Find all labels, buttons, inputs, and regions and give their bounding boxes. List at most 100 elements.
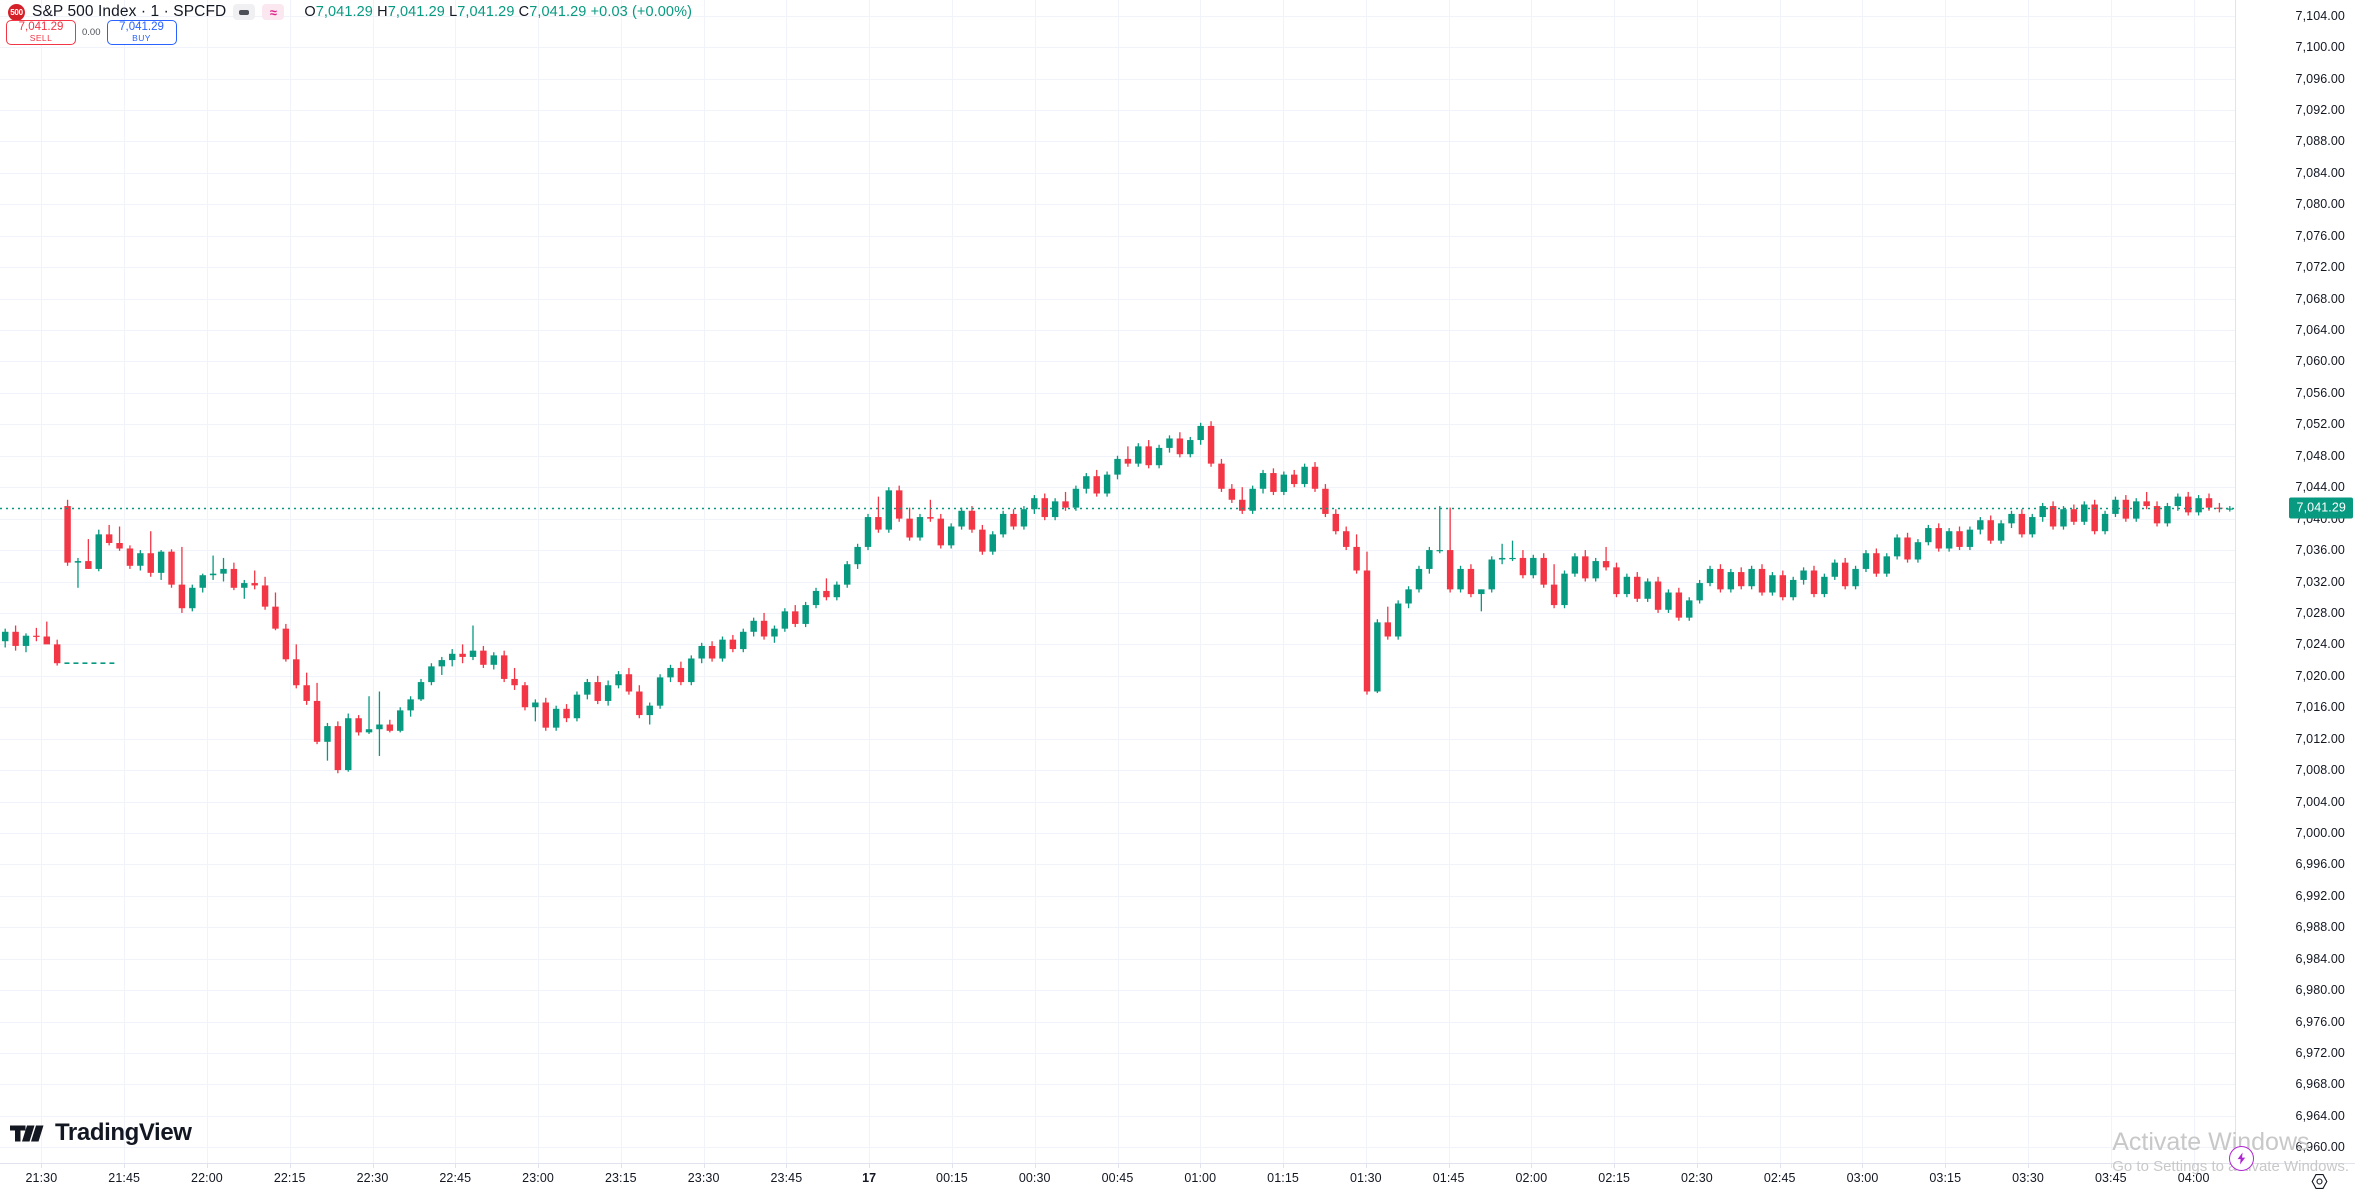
- close-value: 7,041.29: [529, 4, 587, 20]
- price-tick: 7,068.00: [2295, 291, 2345, 306]
- price-tick: 7,052.00: [2295, 417, 2345, 432]
- time-tick: 21:45: [108, 1171, 141, 1185]
- time-tick: 22:45: [439, 1171, 472, 1185]
- price-tick: 6,984.00: [2295, 951, 2345, 966]
- time-tick: 00:45: [1101, 1171, 1134, 1185]
- time-tick: 01:45: [1432, 1171, 1465, 1185]
- price-tick: 7,016.00: [2295, 700, 2345, 715]
- price-tick: 7,096.00: [2295, 71, 2345, 86]
- price-tick: 7,076.00: [2295, 228, 2345, 243]
- time-tick: 03:45: [2094, 1171, 2127, 1185]
- time-tick-mark: [621, 1163, 622, 1168]
- time-tick-mark: [1035, 1163, 1036, 1168]
- price-tick: 7,092.00: [2295, 103, 2345, 117]
- time-tick: 17: [862, 1171, 877, 1185]
- tradingview-mark-icon: [10, 1125, 44, 1141]
- time-tick-mark: [786, 1163, 787, 1168]
- high-value: 7,041.29: [387, 4, 445, 20]
- low-value: 7,041.29: [457, 4, 515, 20]
- price-tick: 7,008.00: [2295, 763, 2345, 778]
- buy-price: 7,041.29: [119, 21, 164, 34]
- bar-glyph: [239, 9, 250, 15]
- change-value: +0.03: [590, 4, 628, 20]
- chart-legend: 500 S&P 500 Index · 1 · SPCFD ≈ O7,041.2…: [8, 3, 692, 21]
- lightning-bolt-icon[interactable]: [2229, 1146, 2254, 1171]
- eye-glyph: [2311, 1173, 2327, 1189]
- price-tick: 6,976.00: [2295, 1014, 2345, 1029]
- price-tick: 6,972.00: [2295, 1045, 2345, 1060]
- time-tick-mark: [1531, 1163, 1532, 1168]
- current-price-badge: 7,041.29: [2288, 497, 2353, 519]
- price-axis[interactable]: 7,104.00 7,100.00 7,096.00 7,092.00 7,088.00…: [2235, 0, 2355, 1163]
- time-tick: 02:15: [1598, 1171, 1631, 1185]
- price-axis-divider: [2235, 0, 2236, 1163]
- time-tick-mark: [41, 1163, 42, 1168]
- time-tick: 23:30: [687, 1171, 720, 1185]
- price-tick: 7,044.00: [2295, 480, 2345, 495]
- high-label: H: [377, 4, 388, 20]
- time-tick: 22:00: [191, 1171, 223, 1185]
- bar-style-icon[interactable]: [233, 4, 256, 20]
- time-tick: 00:15: [936, 1171, 968, 1185]
- low-label: L: [449, 4, 458, 20]
- price-tick: 7,004.00: [2295, 794, 2345, 809]
- price-tick: 7,020.00: [2295, 668, 2345, 683]
- symbol-title[interactable]: S&P 500 Index · 1 · SPCFD: [32, 3, 227, 20]
- sell-label: SELL: [29, 33, 53, 44]
- time-tick: 23:00: [522, 1171, 554, 1185]
- price-tick: 6,964.00: [2295, 1108, 2345, 1123]
- price-tick: 7,048.00: [2295, 448, 2345, 463]
- price-tick: 6,996.00: [2295, 857, 2345, 872]
- price-tick: 7,056.00: [2295, 385, 2345, 400]
- time-tick-mark: [290, 1163, 291, 1168]
- buy-label: BUY: [132, 33, 151, 44]
- time-tick-mark: [1449, 1163, 1450, 1168]
- open-value: 7,041.29: [315, 4, 373, 20]
- time-tick: 01:00: [1184, 1171, 1217, 1185]
- time-tick-mark: [455, 1163, 456, 1168]
- time-tick-mark: [373, 1163, 374, 1168]
- time-tick: 02:00: [1515, 1171, 1548, 1185]
- time-tick: 01:15: [1267, 1171, 1299, 1185]
- tradingview-logo: TradingView: [10, 1119, 192, 1147]
- price-tick: 7,028.00: [2295, 605, 2345, 620]
- price-tick: 7,088.00: [2295, 134, 2345, 149]
- price-tick: 7,024.00: [2295, 637, 2345, 652]
- buy-button[interactable]: 7,041.29 BUY: [106, 20, 177, 45]
- time-tick-mark: [1945, 1163, 1946, 1168]
- price-tick: 6,968.00: [2295, 1077, 2345, 1092]
- time-tick-mark: [124, 1163, 125, 1168]
- time-tick-mark: [2194, 1163, 2195, 1168]
- price-tick: 7,084.00: [2295, 165, 2345, 180]
- price-tick: 6,992.00: [2295, 888, 2345, 903]
- price-tick: 7,104.00: [2295, 8, 2345, 23]
- price-tick: 7,000.00: [2295, 825, 2345, 840]
- price-tick: 6,960.00: [2295, 1140, 2345, 1155]
- spread-value: 0.00: [82, 27, 101, 38]
- ohlc-values: O7,041.29 H7,041.29 L7,041.29 C7,041.29 …: [304, 4, 692, 20]
- time-tick: 23:45: [770, 1171, 803, 1185]
- time-tick-mark: [1200, 1163, 1201, 1168]
- chart-gridlines: [0, 0, 2235, 1163]
- sp500-logo-icon: 500: [8, 3, 25, 21]
- candlestick-series: [1, 421, 2234, 774]
- price-tick: 7,032.00: [2295, 574, 2345, 589]
- approximate-icon[interactable]: ≈: [262, 4, 285, 20]
- time-tick: 03:15: [1929, 1171, 1962, 1185]
- time-tick-mark: [704, 1163, 705, 1168]
- sell-price: 7,041.29: [18, 21, 64, 34]
- change-percent: (+0.00%): [631, 4, 692, 20]
- price-tick: 6,980.00: [2295, 983, 2345, 998]
- sell-button[interactable]: 7,041.29 SELL: [6, 20, 76, 45]
- time-tick-mark: [207, 1163, 208, 1168]
- time-tick-mark: [2111, 1163, 2112, 1168]
- time-axis-divider: [0, 1163, 2355, 1164]
- time-tick: 03:30: [2012, 1171, 2044, 1185]
- time-tick: 00:30: [1018, 1171, 1051, 1185]
- time-axis[interactable]: 21:30 21:45 22:00 22:15 22:30 22:45 23:00 23:15…: [0, 1163, 2355, 1195]
- price-tick: 7,012.00: [2295, 731, 2345, 746]
- eye-visibility-icon[interactable]: [2307, 1169, 2331, 1193]
- approx-glyph: ≈: [269, 4, 277, 20]
- chart-pane[interactable]: [0, 0, 2235, 1163]
